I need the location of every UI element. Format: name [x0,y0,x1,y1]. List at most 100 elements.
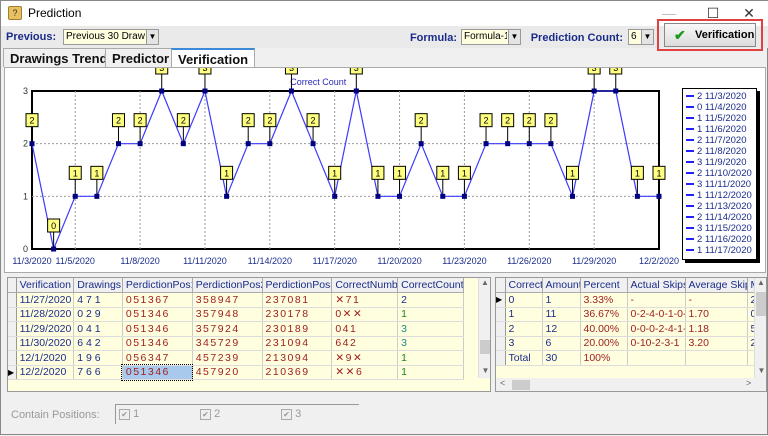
column-header[interactable]: Actual Skips [627,278,686,293]
table-row[interactable]: 11/29/2020 0 4 1 051346 357924 230189 041 3 [8,321,464,337]
table-cell[interactable]: ✕9✕ [331,350,399,366]
table-cell[interactable]: - [627,292,686,308]
table-cell[interactable]: 0-10-2-3-1 [627,336,686,351]
table-cell[interactable]: 11/27/2020 [16,292,75,308]
table-cell[interactable]: 051346 [122,321,193,337]
table-row[interactable]: 11/30/2020 6 4 2 051346 345729 231094 642 3 [8,336,464,351]
table-cell[interactable] [627,350,686,366]
table-cell[interactable]: 1 [505,307,543,322]
verification-button[interactable]: ✔ Verification [664,23,756,47]
table-cell[interactable]: 358947 [192,292,263,308]
column-header[interactable]: Amount [542,278,581,293]
table-cell[interactable]: 3 [397,336,464,351]
column-header[interactable]: CorrectNumbers [331,278,399,293]
table-row[interactable]: 11/27/2020 4 7 1 051367 358947 237081 ✕71 2 [8,292,464,308]
table-cell[interactable]: 11 [542,307,581,322]
table-cell[interactable]: 0 [747,307,755,322]
table-cell[interactable]: 457920 [192,365,263,380]
table-cell[interactable]: 1 [397,365,464,380]
scroll-thumb[interactable] [480,340,490,354]
scroll-thumb[interactable] [512,380,530,390]
table-cell[interactable]: 051346 [121,364,194,381]
table-row[interactable]: ▶013.33%--2 [496,292,755,308]
table-cell[interactable]: 213094 [262,350,333,366]
table-cell[interactable]: 2 [505,321,543,337]
table-cell[interactable]: 40.00% [580,321,628,337]
previous-select[interactable]: Previous 30 Drawings▼ [63,29,159,45]
scroll-up-icon[interactable]: ▲ [481,278,489,287]
table-cell[interactable]: 2 [747,292,755,308]
table-cell[interactable] [747,350,755,366]
table-cell[interactable]: 3 [397,321,464,337]
table-cell[interactable]: 051346 [122,336,193,351]
table-cell[interactable]: 1 [542,292,581,308]
table-cell[interactable]: 041 [331,321,399,337]
vertical-scrollbar[interactable]: ▲ ▼ [754,278,766,378]
row-selector[interactable] [8,336,17,351]
table-cell[interactable]: 12/2/2020 [16,365,75,380]
table-cell[interactable]: 0 [505,292,543,308]
scroll-left-icon[interactable]: < [500,378,506,388]
table-cell[interactable]: 231094 [262,336,333,351]
table-cell[interactable]: 11/29/2020 [16,321,75,337]
table-row[interactable]: 12/1/2020 1 9 6 056347 457239 213094 ✕9✕ 1 [8,350,464,366]
prediction-count-select[interactable]: 6 ▼ [628,29,654,45]
table-cell[interactable]: 1 [397,350,464,366]
table-cell[interactable]: 2 [747,336,755,351]
table-cell[interactable]: 11/30/2020 [16,336,75,351]
table-cell[interactable]: 357948 [192,307,263,322]
table-cell[interactable]: 345729 [192,336,263,351]
table-cell[interactable]: 1.18 [685,321,748,337]
table-cell[interactable]: 457239 [192,350,263,366]
maximize-button[interactable]: ☐ [706,5,720,21]
row-selector[interactable] [8,307,17,322]
position-2-checkbox[interactable]: ✔ 2 [200,408,220,420]
table-cell[interactable]: 1 9 6 [73,350,123,366]
table-cell[interactable]: 642 [331,336,399,351]
column-header[interactable]: Drawings [73,278,123,293]
table-cell[interactable]: 0 4 1 [73,321,123,337]
row-selector[interactable] [8,350,17,366]
table-cell[interactable]: 0-2-4-0-1-0-1-4 [627,307,686,322]
table-cell[interactable]: 1.70 [685,307,748,322]
table-cell[interactable]: - [685,292,748,308]
table-cell[interactable]: ✕✕6 [331,365,399,380]
column-header[interactable]: Percent [580,278,628,293]
table-cell[interactable]: 051367 [122,292,193,308]
column-header[interactable]: M [747,278,755,293]
row-selector[interactable]: ▶ [8,365,17,380]
column-header[interactable]: PerdictionPos3 [262,278,333,293]
position-3-checkbox[interactable]: ✔ 3 [281,408,301,420]
table-cell[interactable]: 0✕✕ [331,307,399,322]
position-1-checkbox[interactable]: ✔ 1 [119,408,139,420]
column-header[interactable]: Average Skips [685,278,748,293]
table-cell[interactable]: 12/1/2020 [16,350,75,366]
scroll-down-icon[interactable]: ▼ [481,366,490,375]
table-cell[interactable]: 7 6 6 [73,365,123,380]
table-row[interactable]: ▶ 12/2/2020 7 6 6 051346 457920 210369 ✕✕6 1 [8,364,464,381]
table-cell[interactable]: 3 [505,336,543,351]
table-cell[interactable] [685,350,748,366]
table-cell[interactable]: 230189 [262,321,333,337]
table-cell[interactable]: 6 [542,336,581,351]
table-cell[interactable]: 237081 [262,292,333,308]
table-cell[interactable]: 30 [542,350,581,366]
row-selector[interactable] [496,307,506,322]
horizontal-scrollbar[interactable]: < > [496,378,766,391]
table-cell[interactable]: 3.20 [685,336,748,351]
table-cell[interactable]: 056347 [122,350,193,366]
table-cell[interactable]: 1 [397,307,464,322]
scroll-down-icon[interactable]: ▼ [757,366,766,375]
column-header[interactable]: CorrectCount [397,278,464,293]
table-cell[interactable]: 051346 [122,307,193,322]
table-row[interactable]: Total 30 100% [496,350,755,366]
minimize-button[interactable]: — [662,5,676,21]
column-header[interactable]: PerdictionPos1 [122,278,193,293]
table-cell[interactable]: 20.00% [580,336,628,351]
table-cell[interactable]: 6 4 2 [73,336,123,351]
table-cell[interactable]: 357924 [192,321,263,337]
scroll-thumb[interactable] [756,292,766,316]
row-selector[interactable] [496,321,506,337]
